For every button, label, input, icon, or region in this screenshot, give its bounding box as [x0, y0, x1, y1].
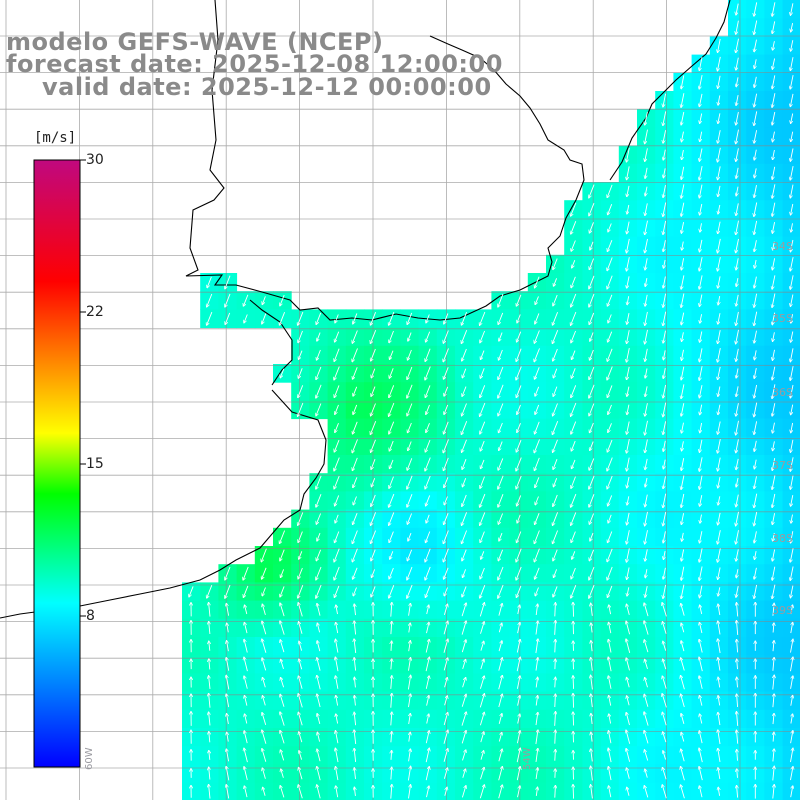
wind-arrow [573, 603, 574, 617]
lon-label-54w: 54W [522, 747, 533, 770]
wind-arrow [573, 785, 574, 799]
colorbar-label-8: 8 [86, 608, 95, 624]
colorbar-label-22: 22 [86, 304, 104, 320]
wind-arrow [555, 603, 556, 617]
valid-date: valid date: 2025-12-12 00:00:00 [42, 73, 492, 101]
ocean-cell [782, 782, 800, 800]
wind-arrow [555, 786, 556, 798]
colorbar-label-30: 30 [86, 152, 104, 168]
lat-label-34s: 34S [772, 240, 793, 253]
colorbar [33, 159, 81, 768]
colorbar-label-15: 15 [86, 456, 104, 472]
lat-label-37s: 37S [772, 459, 793, 472]
lat-label-39s: 39S [772, 604, 793, 617]
lat-label-36s: 36S [772, 386, 793, 399]
wind-arrow [391, 641, 392, 651]
colorbar-unit: [m/s] [34, 130, 77, 146]
wind-arrow [573, 694, 574, 708]
wind-arrow [573, 676, 574, 689]
wind-arrow [555, 640, 556, 653]
lon-label-60w: 60W [84, 747, 95, 770]
wind-arrow [555, 678, 556, 688]
lat-label-38s: 38S [772, 532, 793, 545]
wind-arrow [555, 731, 556, 744]
wind-arrow [555, 750, 556, 761]
wind-arrow [573, 712, 574, 726]
lat-label-35s: 35S [772, 312, 793, 325]
wind-arrow [391, 751, 392, 760]
wind-arrow [555, 694, 556, 708]
